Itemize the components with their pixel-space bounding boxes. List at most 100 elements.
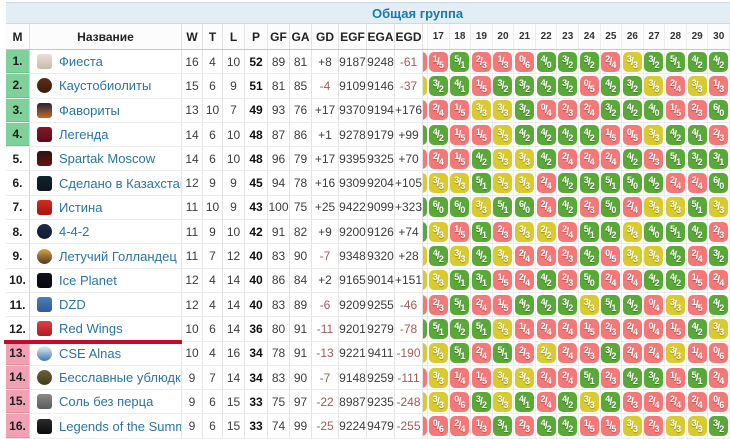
score-chip-round-30[interactable]: 2/3 [709, 124, 729, 145]
score-chip-round-19[interactable]: 1/5 [471, 124, 491, 145]
score-chip-round-18[interactable]: 2/4 [450, 416, 470, 437]
score-chip-round-30[interactable]: 2/4 [709, 367, 729, 388]
team-name-link[interactable]: Legends of the Summer [59, 418, 181, 434]
score-chip-round-18[interactable]: 1/4 [450, 367, 470, 388]
score-chip-round-23[interactable]: 3/2 [558, 294, 578, 315]
score-chip-round-19[interactable]: 1/5 [471, 367, 491, 388]
score-chip-round-17[interactable]: 3/3 [428, 391, 448, 412]
score-chip-round-30[interactable]: 3/3 [709, 318, 729, 339]
score-chip-round-17[interactable]: 4/2 [428, 124, 448, 145]
score-chip-round-27[interactable]: 3/3 [644, 75, 664, 96]
score-chip-round-26[interactable]: 0/5 [622, 124, 642, 145]
score-chip-round-17[interactable]: 3/3 [428, 270, 448, 291]
score-chip-round-30[interactable]: 6/0 [709, 100, 729, 121]
score-chip-round-25[interactable]: 3/2 [601, 100, 621, 121]
score-chip-round-27[interactable]: 3/3 [644, 124, 664, 145]
score-chip-round-28[interactable]: 3/3 [666, 197, 686, 218]
score-chip-round-20[interactable]: 3/3 [493, 318, 513, 339]
score-chip-round-20[interactable]: 5/1 [493, 343, 513, 364]
score-chip-round-23[interactable]: 4/2 [558, 173, 578, 194]
score-chip-round-23[interactable]: 3/2 [558, 51, 578, 72]
score-chip-round-29[interactable]: 4/2 [687, 318, 707, 339]
score-chip-round-18[interactable]: 6/0 [450, 197, 470, 218]
score-chip-round-29[interactable]: 5/1 [687, 367, 707, 388]
score-chip-round-18[interactable]: 3/3 [450, 173, 470, 194]
score-chip-round-22[interactable]: 4/2 [536, 294, 556, 315]
score-chip-round-18[interactable]: 5/1 [450, 270, 470, 291]
score-chip-round-20[interactable]: 3/3 [493, 124, 513, 145]
score-chip-round-26[interactable]: 2/4 [622, 318, 642, 339]
team-name-link[interactable]: 4-4-2 [59, 224, 90, 240]
score-chip-round-17[interactable]: 3/2 [428, 75, 448, 96]
score-chip-round-24[interactable]: 3/3 [579, 294, 599, 315]
score-chip-round-24[interactable]: 0/5 [579, 75, 599, 96]
score-chip-round-23[interactable]: 2/4 [558, 318, 578, 339]
score-chip-round-26[interactable]: 4/2 [622, 100, 642, 121]
score-chip-round-19[interactable]: 3/1 [471, 270, 491, 291]
score-chip-round-27[interactable]: 2/4 [644, 343, 664, 364]
team-name-link[interactable]: Соль без перца [59, 394, 154, 410]
score-chip-round-25[interactable]: 2/3 [601, 318, 621, 339]
score-chip-round-20[interactable]: 3/3 [493, 100, 513, 121]
score-chip-round-24[interactable]: 5/1 [579, 367, 599, 388]
score-chip-round-27[interactable]: 4/2 [644, 270, 664, 291]
score-chip-round-26[interactable]: 3/3 [622, 246, 642, 267]
score-chip-round-28[interactable]: 1/5 [666, 367, 686, 388]
score-chip-round-18[interactable]: 5/1 [450, 294, 470, 315]
score-chip-round-29[interactable]: 3/3 [687, 75, 707, 96]
score-chip-round-28[interactable]: 2/4 [666, 75, 686, 96]
score-chip-round-17[interactable]: 3/3 [428, 221, 448, 242]
score-chip-round-25[interactable]: 3/2 [601, 343, 621, 364]
score-chip-round-19[interactable]: 3/2 [471, 391, 491, 412]
score-chip-round-26[interactable]: 2/4 [622, 270, 642, 291]
score-chip-round-30[interactable]: 3/2 [709, 246, 729, 267]
score-chip-round-26[interactable]: 2/4 [622, 197, 642, 218]
score-chip-round-19[interactable]: 4/2 [471, 148, 491, 169]
score-chip-round-21[interactable]: 4/1 [515, 391, 535, 412]
score-chip-round-27[interactable]: 4/0 [644, 221, 664, 242]
score-chip-round-26[interactable]: 3/3 [622, 221, 642, 242]
score-chip-round-19[interactable]: 2/4 [471, 343, 491, 364]
score-chip-round-29[interactable]: 3/3 [687, 416, 707, 437]
score-chip-round-25[interactable]: 2/4 [601, 51, 621, 72]
score-chip-round-25[interactable]: 5/0 [601, 197, 621, 218]
score-chip-round-17[interactable]: 4/2 [428, 246, 448, 267]
score-chip-round-17[interactable]: 0/6 [428, 416, 448, 437]
score-chip-round-20[interactable]: 3/2 [493, 75, 513, 96]
score-chip-round-27[interactable]: 3/3 [644, 197, 664, 218]
score-chip-round-29[interactable]: 2/3 [687, 100, 707, 121]
score-chip-round-22[interactable]: 4/2 [536, 148, 556, 169]
score-chip-round-17[interactable]: 2/4 [428, 100, 448, 121]
team-name-link[interactable]: Spartak Moscow [59, 151, 156, 167]
score-chip-round-21[interactable]: 1/4 [515, 318, 535, 339]
score-chip-round-21[interactable]: 2/4 [515, 246, 535, 267]
score-chip-round-28[interactable]: 4/2 [666, 124, 686, 145]
score-chip-round-24[interactable]: 2/4 [579, 100, 599, 121]
team-name-link[interactable]: CSE Alnas [59, 345, 122, 361]
score-chip-round-19[interactable]: 2/4 [471, 294, 491, 315]
score-chip-round-27[interactable]: 3/2 [644, 367, 664, 388]
score-chip-round-30[interactable]: 3/3 [709, 197, 729, 218]
score-chip-round-27[interactable]: 0/4 [644, 318, 664, 339]
score-chip-round-22[interactable]: 2/4 [536, 367, 556, 388]
score-chip-round-28[interactable]: 3/3 [666, 294, 686, 315]
score-chip-round-19[interactable]: 1/3 [471, 416, 491, 437]
score-chip-round-27[interactable]: 3/3 [644, 246, 664, 267]
score-chip-round-22[interactable]: 4/2 [536, 270, 556, 291]
team-name-link[interactable]: Фиеста [59, 54, 103, 70]
score-chip-round-29[interactable]: 4/1 [687, 124, 707, 145]
team-name-link[interactable]: Сделано в Казахстане [59, 175, 182, 191]
score-chip-round-29[interactable]: 4/2 [687, 221, 707, 242]
score-chip-round-23[interactable]: 2/3 [558, 246, 578, 267]
score-chip-round-19[interactable]: 3/3 [471, 197, 491, 218]
score-chip-round-28[interactable]: 2/4 [666, 391, 686, 412]
team-name-link[interactable]: Легенда [59, 127, 109, 143]
score-chip-round-23[interactable]: 2/4 [558, 148, 578, 169]
team-name-link[interactable]: Истина [59, 199, 103, 215]
score-chip-round-24[interactable]: 1/5 [579, 416, 599, 437]
score-chip-round-28[interactable]: 2/4 [666, 173, 686, 194]
score-chip-round-22[interactable]: 2/4 [536, 173, 556, 194]
score-chip-round-24[interactable]: 2/4 [579, 148, 599, 169]
score-chip-round-21[interactable]: 3/3 [515, 173, 535, 194]
score-chip-round-23[interactable]: 3/2 [558, 75, 578, 96]
